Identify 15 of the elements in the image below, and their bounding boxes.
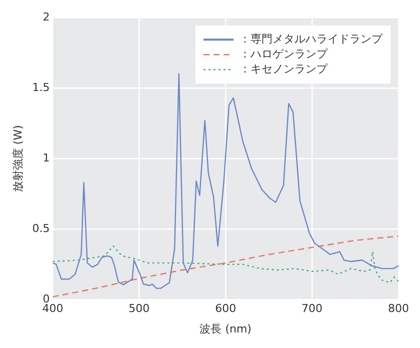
x-tick-label: 500 bbox=[128, 302, 150, 316]
y-tick-label: 1.5 bbox=[32, 80, 50, 94]
y-tick-label: 1 bbox=[42, 151, 50, 164]
y-tick-label: 2 bbox=[42, 10, 50, 24]
y-axis-title: 放射強度 (W) bbox=[11, 125, 24, 192]
x-tick-label: 800 bbox=[388, 302, 409, 316]
legend-label: ：専門メタルハライドランプ bbox=[240, 32, 384, 46]
x-axis-title: 波長 (nm) bbox=[200, 322, 252, 336]
line-series bbox=[52, 236, 398, 298]
x-tick-label: 600 bbox=[215, 302, 236, 316]
legend-label: ：ハロゲンランプ bbox=[240, 47, 328, 60]
legend-label: ：キセノンランプ bbox=[240, 62, 328, 76]
y-tick-label: 0.5 bbox=[32, 222, 50, 235]
x-tick-label: 700 bbox=[302, 302, 323, 316]
line-series bbox=[52, 245, 398, 284]
